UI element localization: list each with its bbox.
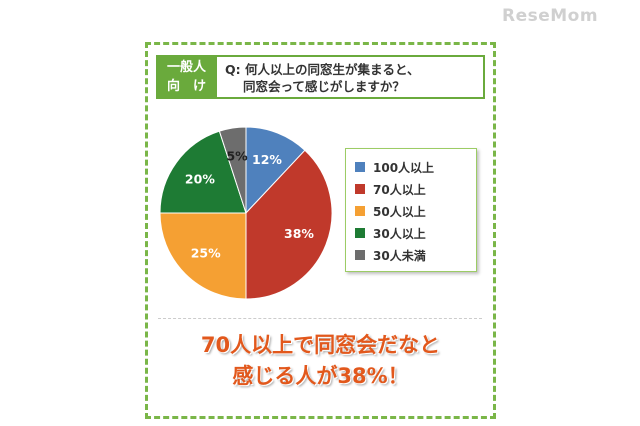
conclusion-text: 70人以上で同窓会だなと 感じる人が38%！ <box>148 330 493 392</box>
legend-item-3: 50人以上 <box>355 200 476 222</box>
pie-labels: 12% 38% 25% 20% 5% <box>185 149 315 261</box>
divider <box>158 318 482 319</box>
question-box: Q: 何人以上の同窓生が集まると、 同窓会って感じがしますか？ <box>217 55 485 99</box>
pie-slice-label-2: 38% <box>284 226 314 241</box>
legend-label-2: 70人以上 <box>373 182 426 197</box>
pie-slice-3 <box>160 212 247 300</box>
audience-badge-line2: 向 け <box>166 79 206 94</box>
pie-slice-4 <box>160 130 247 214</box>
legend-swatch-3 <box>355 206 365 216</box>
legend-swatch-5 <box>355 250 365 260</box>
conclusion-line1: 70人以上で同窓会だなと <box>200 333 441 357</box>
pie-slices <box>160 126 332 300</box>
question-line1: Q: 何人以上の同窓生が集まると、 <box>225 62 420 77</box>
legend-label-4: 30人以上 <box>373 226 426 241</box>
legend-label-3: 50人以上 <box>373 204 426 219</box>
legend-swatch-4 <box>355 228 365 238</box>
legend-swatch-2 <box>355 184 365 194</box>
pie-slice-label-3: 25% <box>191 245 221 260</box>
pie-slice-5 <box>218 126 247 214</box>
pie-slice-label-1: 12% <box>252 152 282 167</box>
site-logo: ReseMom <box>502 6 599 26</box>
chart-legend: 100人以上 70人以上 50人以上 30人以上 30人未満 <box>345 148 477 272</box>
legend-item-1: 100人以上 <box>355 156 476 178</box>
legend-item-5: 30人未満 <box>355 244 476 266</box>
audience-badge: 一般人 向 け <box>156 55 217 99</box>
legend-label-5: 30人未満 <box>373 248 426 263</box>
audience-badge-line1: 一般人 <box>166 60 206 75</box>
pie-slice-2 <box>245 149 332 300</box>
question-line2: 同窓会って感じがしますか？ <box>243 79 405 94</box>
legend-item-4: 30人以上 <box>355 222 476 244</box>
pie-slice-label-4: 20% <box>185 172 215 187</box>
pie-slice-label-5: 5% <box>226 149 248 164</box>
conclusion-line2: 感じる人が38%！ <box>232 364 409 388</box>
legend-swatch-1 <box>355 162 365 172</box>
legend-label-1: 100人以上 <box>373 160 435 175</box>
legend-item-2: 70人以上 <box>355 178 476 200</box>
pie-chart: 12% 38% 25% 20% 5% <box>160 126 332 300</box>
pie-slice-1 <box>245 126 306 215</box>
